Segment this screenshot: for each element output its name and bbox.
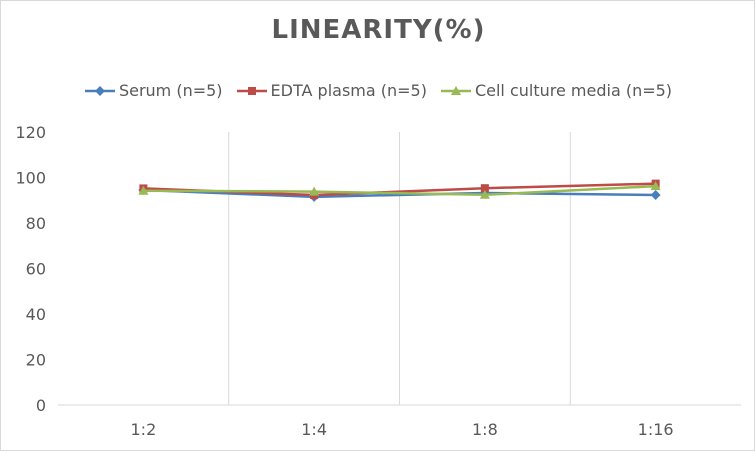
legend-item: EDTA plasma (n=5) (236, 81, 427, 100)
legend-marker-icon (84, 85, 115, 96)
x-tick-label: 1:8 (472, 420, 498, 439)
y-tick-label: 60 (26, 260, 46, 279)
legend-marker-icon (440, 85, 471, 95)
legend-item: Cell culture media (n=5) (440, 81, 673, 100)
data-point (479, 189, 490, 199)
y-tick-label: 0 (36, 396, 46, 415)
y-tick-label: 100 (15, 169, 46, 188)
legend-item: Serum (n=5) (84, 81, 223, 100)
legend-label: Cell culture media (n=5) (474, 81, 673, 100)
legend: Serum (n=5) EDTA plasma (n=5) Cell culture… (1, 81, 755, 100)
data-point (138, 185, 149, 195)
legend-label: EDTA plasma (n=5) (270, 81, 427, 100)
series-line-0 (143, 188, 656, 199)
chart-title: LINEARITY(%) (271, 15, 486, 45)
x-tick-label: 1:2 (131, 420, 157, 439)
series-line-2 (143, 184, 656, 197)
legend-label: Serum (n=5) (118, 81, 223, 100)
data-point (480, 184, 489, 193)
y-tick-label: 20 (26, 351, 46, 370)
x-tick-label: 1:16 (638, 420, 674, 439)
y-tick-label: 120 (15, 123, 46, 142)
legend-marker-icon (236, 86, 267, 95)
x-tick-label: 1:4 (301, 420, 327, 439)
y-tick-label: 80 (26, 214, 46, 233)
y-tick-label: 40 (26, 305, 46, 324)
data-point (650, 181, 661, 191)
data-point (650, 190, 661, 201)
data-point (309, 186, 320, 196)
